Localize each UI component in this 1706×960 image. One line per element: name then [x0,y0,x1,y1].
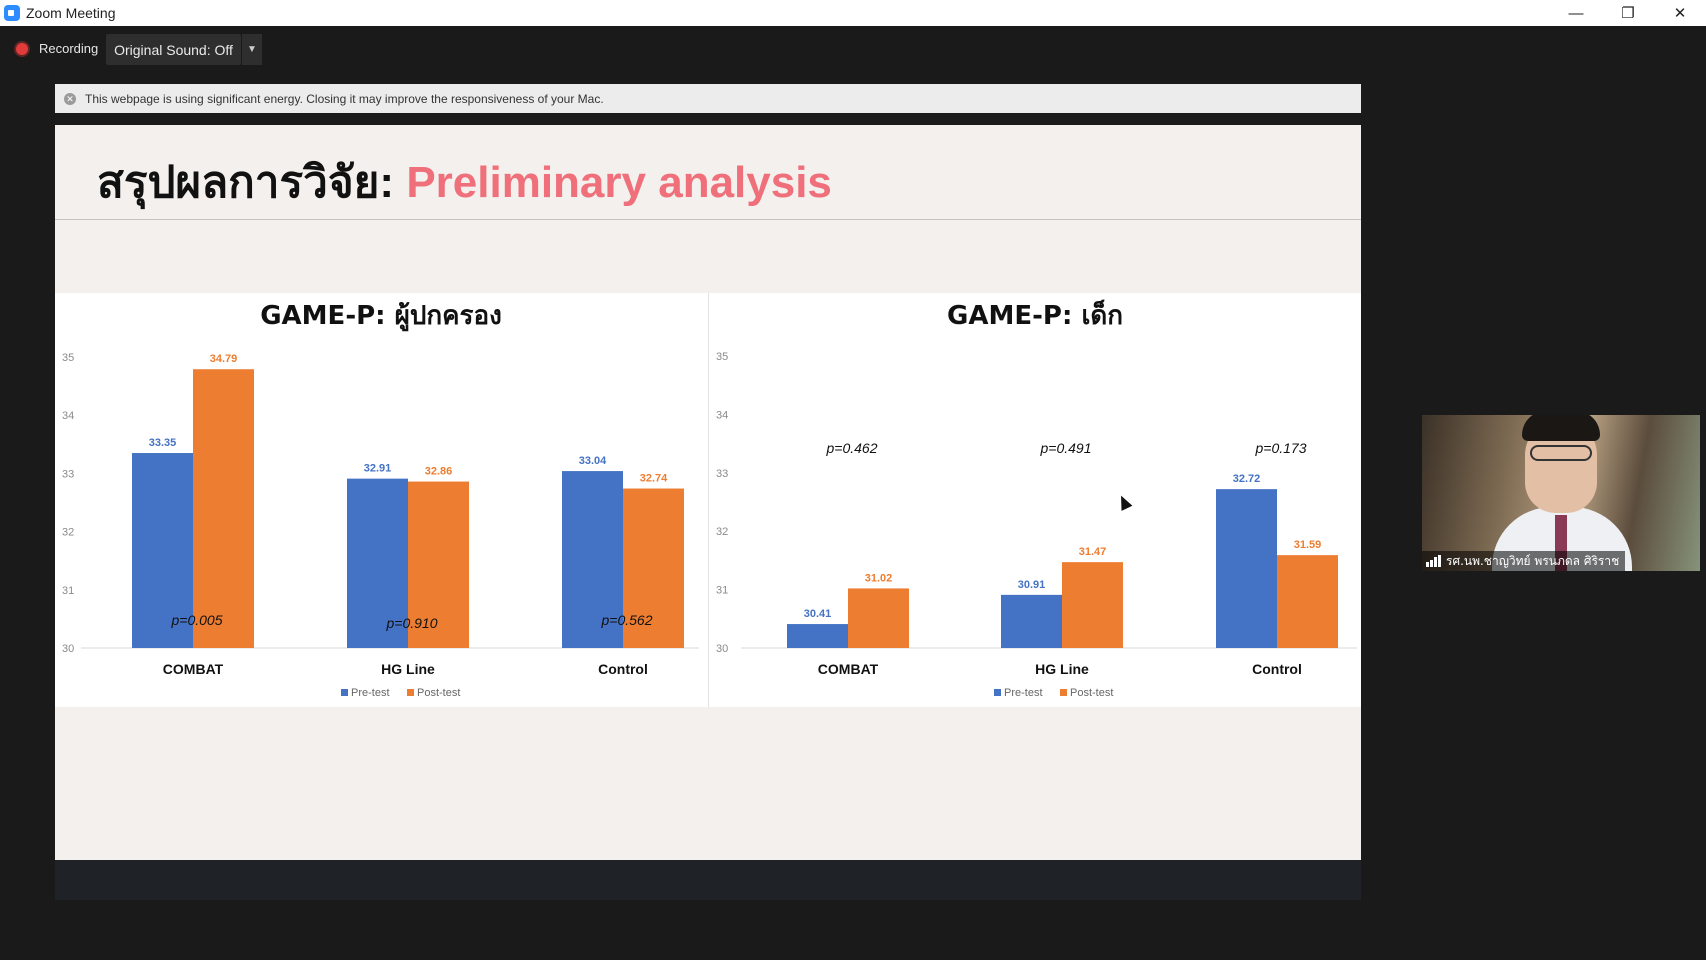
p-value-annotation: p=0.173 [1255,440,1307,456]
chevron-down-icon[interactable]: ▼ [242,34,262,65]
data-label: 31.02 [865,572,893,584]
meeting-toolbar: Recording Original Sound: Off ▼ [0,26,1706,72]
y-tick-label: 34 [62,410,74,422]
legend-swatch-post-test [1060,689,1067,696]
bar-chart-children: GAME-P: เด็ก 30 31 32 33 34 35 30.41 31.02 COMBAT… [716,299,1357,699]
x-tick-label: HG Line [381,661,435,677]
participant-video-tile[interactable]: รศ.นพ.ชาญวิทย์ พรนภดล ศิริราช [1422,415,1700,571]
title-divider [55,219,1361,220]
close-icon[interactable]: ✕ [1673,5,1687,22]
legend-label: Pre-test [351,687,390,699]
minimize-icon[interactable]: — [1568,4,1584,22]
chart-title: GAME-P: ผู้ปกครอง [260,301,502,332]
data-label: 31.59 [1294,539,1322,551]
bar-chart-parents: GAME-P: ผู้ปกครอง 30 31 32 33 34 35 33.35 34.79 C… [62,301,699,699]
bar-pre-test [787,624,848,648]
legend-label: Post-test [417,687,460,699]
chart-title: GAME-P: เด็ก [947,299,1123,331]
p-value-annotation: p=0.910 [386,615,438,631]
participant-name-bar: รศ.นพ.ชาญวิทย์ พรนภดล ศิริราช [1422,551,1626,571]
y-tick-label: 35 [62,352,74,364]
data-label: 32.91 [364,463,392,475]
zoom-app-icon [4,5,20,21]
recording-icon [16,43,28,55]
x-tick-label: HG Line [1035,661,1089,677]
bar-post-test [193,369,254,648]
x-tick-label: Control [598,661,648,677]
participant-name: รศ.นพ.ชาญวิทย์ พรนภดล ศิริราช [1446,553,1620,568]
x-tick-label: Control [1252,661,1302,677]
x-tick-label: COMBAT [818,661,879,677]
window-titlebar: Zoom Meeting — ❐ ✕ [0,0,1706,26]
y-tick-label: 30 [716,643,728,655]
energy-notice-bar: ✕ This webpage is using significant ener… [55,84,1361,113]
data-label: 32.72 [1233,473,1261,485]
participant-glasses [1530,445,1592,461]
legend-label: Post-test [1070,687,1113,699]
recording-label: Recording [39,41,99,56]
bar-pre-test [347,478,408,648]
y-tick-label: 33 [716,468,728,480]
data-label: 31.47 [1079,546,1107,558]
x-tick-label: COMBAT [163,661,224,677]
notice-text: This webpage is using significant energy… [85,91,604,106]
data-label: 30.41 [804,608,832,620]
chart-panel-children: GAME-P: เด็ก 30 31 32 33 34 35 30.41 31.02 COMBAT… [708,293,1361,707]
restore-icon[interactable]: ❐ [1621,5,1635,22]
y-tick-label: 31 [62,585,74,597]
bar-post-test [1062,562,1123,648]
chart-panel-parents: GAME-P: ผู้ปกครอง 30 31 32 33 34 35 33.35 34.79 C… [55,293,708,707]
window-controls: — ❐ ✕ [1550,0,1706,26]
slide-title: สรุปผลการวิจัย: Preliminary analysis [97,147,832,217]
y-tick-label: 33 [62,468,74,480]
data-label: 34.79 [210,353,238,365]
notice-close-icon[interactable]: ✕ [64,92,76,105]
bar-pre-test [1216,489,1277,648]
y-tick-label: 34 [716,409,728,421]
data-label: 30.91 [1018,579,1046,591]
bar-post-test [623,488,684,648]
bar-pre-test [132,453,193,648]
legend-swatch-pre-test [341,689,348,696]
legend-swatch-pre-test [994,689,1001,696]
data-label: 32.86 [425,466,453,478]
y-tick-label: 35 [716,351,728,363]
p-value-annotation: p=0.462 [826,440,878,456]
bar-post-test [408,481,469,648]
legend-swatch-post-test [407,689,414,696]
p-value-annotation: p=0.005 [171,612,223,628]
participant-hair [1522,415,1600,441]
y-tick-label: 30 [62,643,74,655]
p-value-annotation: p=0.562 [601,612,653,628]
y-tick-label: 32 [62,527,74,539]
bar-post-test [848,588,909,648]
p-value-annotation: p=0.491 [1040,440,1092,456]
legend-label: Pre-test [1004,687,1043,699]
screen-bottom-strip [55,860,1361,900]
bar-pre-test [562,471,623,648]
presentation-slide: สรุปผลการวิจัย: Preliminary analysis GAM… [55,125,1361,860]
y-tick-label: 32 [716,526,728,538]
window-title: Zoom Meeting [26,5,116,21]
signal-strength-icon [1426,555,1441,567]
y-tick-label: 31 [716,585,728,597]
divider [55,113,1361,125]
slide-title-thai: สรุปผลการวิจัย: [97,158,395,207]
bar-post-test [1277,555,1338,648]
data-label: 33.04 [579,455,607,467]
data-label: 33.35 [149,437,177,449]
slide-title-english: Preliminary analysis [406,158,832,207]
data-label: 32.74 [640,473,668,485]
original-sound-button[interactable]: Original Sound: Off [106,34,241,65]
bar-pre-test [1001,594,1062,648]
